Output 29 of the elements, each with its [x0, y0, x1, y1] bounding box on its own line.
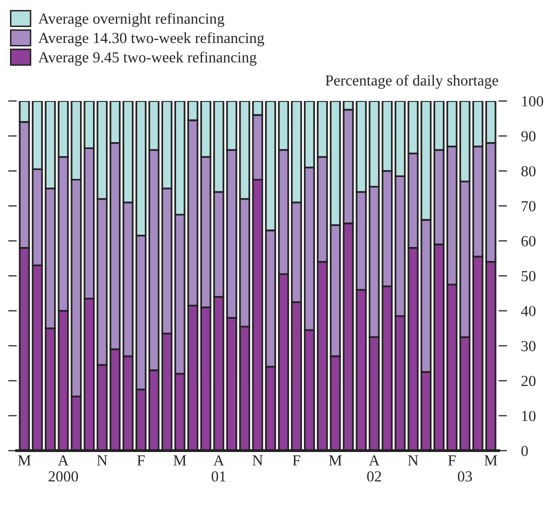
y-tick-label: 30 — [522, 340, 536, 352]
y-tick-label: 20 — [521, 376, 536, 386]
x-tick-label: A 02 — [367, 455, 382, 482]
legend-label: Average 9.45 two-week refinancing — [38, 52, 257, 66]
x-tick-label: N — [97, 455, 108, 466]
x-tick-label: M — [174, 455, 186, 466]
x-tick-label: A 01 — [212, 455, 226, 482]
y-tick-label: 70 — [522, 201, 536, 212]
y-tick-label: 10 — [522, 410, 536, 422]
y-tick-label: 0 — [521, 446, 528, 456]
x-tick-label: M — [328, 455, 342, 466]
x-tick-label: M — [484, 455, 498, 466]
y-tick-label: 100 — [522, 96, 544, 106]
y-tick-label: 60 — [521, 236, 536, 246]
x-tick-label: N — [252, 455, 263, 466]
y-axis-title: Percentage of daily shortage — [326, 74, 498, 89]
x-tick-label: N — [408, 455, 418, 466]
y-tick-label: 80 — [521, 166, 536, 176]
x-tick-label: M — [18, 455, 31, 466]
y-tick-label: 50 — [522, 270, 536, 282]
y-tick-label: 90 — [521, 131, 536, 142]
x-tick-label: 03 — [458, 471, 472, 482]
x-tick-label: F — [448, 455, 456, 466]
y-tick-label: 40 — [521, 306, 536, 316]
x-tick-label: F — [292, 455, 300, 466]
x-tick-label: A 2000 — [48, 455, 78, 482]
legend-label: Average overnight refinancing — [38, 12, 224, 27]
legend-label: Average 14.30 two-week refinancing — [38, 32, 264, 46]
x-tick-label: F — [137, 455, 145, 466]
